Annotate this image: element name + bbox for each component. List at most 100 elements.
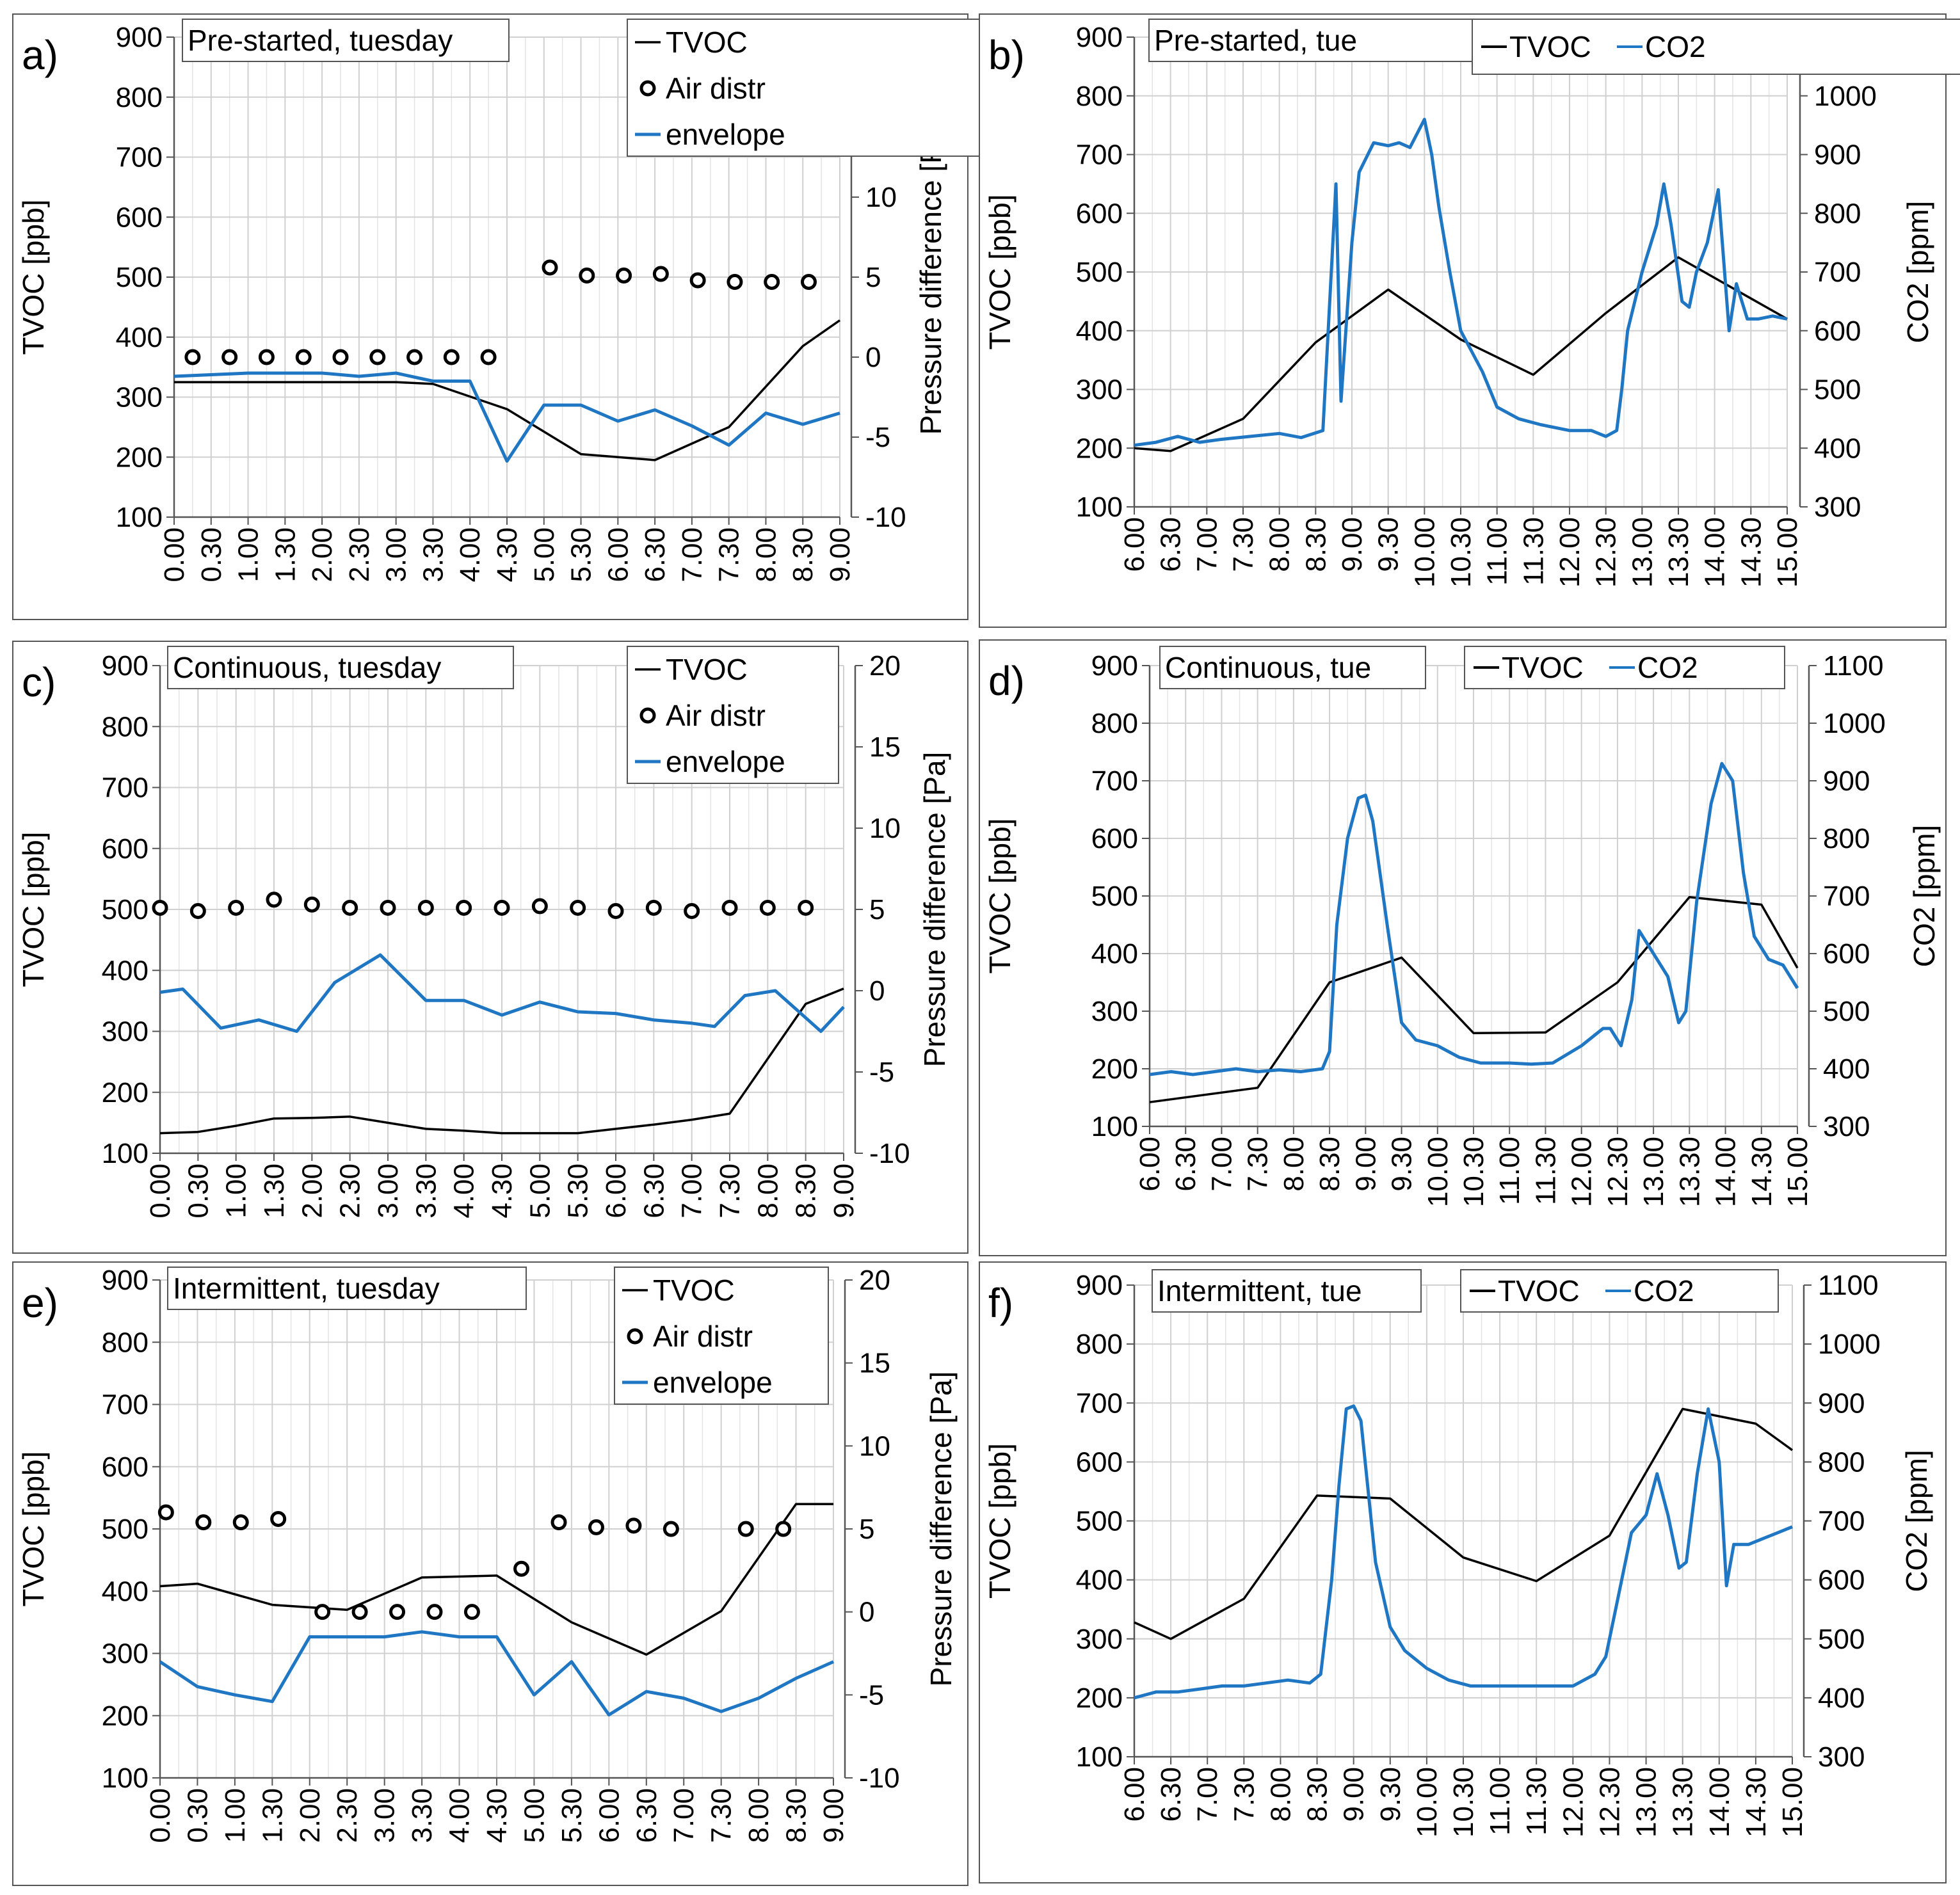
right-tick-label: 900: [1818, 1387, 1865, 1419]
y-axis-title: TVOC [ppb]: [983, 195, 1016, 350]
right-tick-label: 1100: [1818, 1270, 1879, 1301]
left-tick-label: 400: [1076, 1565, 1123, 1596]
marker-point: [351, 1604, 368, 1620]
marker-point: [689, 272, 706, 289]
x-tick-label: 3.30: [406, 1788, 438, 1843]
left-tick-label: 600: [102, 1451, 149, 1483]
x-tick-label: 2.30: [332, 1788, 363, 1843]
panel-e: 100 200 300 400 500 600 700 800 900 -10 -5 0 5 10 15 20…: [12, 1261, 968, 1886]
marker-point: [184, 349, 201, 365]
marker-point: [406, 349, 423, 365]
x-tick-label: 6.00: [1119, 517, 1150, 572]
series-air-distr: [157, 1504, 792, 1620]
x-tick-label: 1.30: [259, 1163, 290, 1219]
marker-point: [625, 1517, 642, 1534]
title-box: [167, 646, 514, 689]
series-envelope: [159, 953, 845, 1033]
marker-point: [189, 903, 206, 920]
x-tick-label: 14.00: [1704, 1767, 1735, 1837]
marker-point: [737, 1521, 754, 1537]
x-tick-label: 6.30: [1170, 1137, 1201, 1192]
left-tick-label: 300: [1091, 996, 1138, 1027]
right-tick-label: -5: [859, 1679, 884, 1711]
left-tick-label: 100: [1091, 1111, 1138, 1142]
left-tick-label: 200: [102, 1077, 149, 1108]
left-tick-label: 600: [116, 202, 163, 233]
series-line: [1149, 762, 1799, 1076]
x-tick-label: 6.30: [1155, 517, 1187, 572]
x-tick-label: 9.30: [1386, 1137, 1418, 1192]
left-tick-label: 400: [102, 955, 149, 986]
x-tick-label: 12.30: [1594, 1767, 1625, 1837]
right-tick-label: 400: [1823, 1053, 1870, 1085]
marker-point: [295, 349, 312, 365]
left-tick-label: 300: [1076, 1624, 1123, 1655]
legend-label: TVOC: [653, 1274, 735, 1307]
x-tick-label: 11.00: [1482, 517, 1513, 586]
panel-frame: [979, 13, 1947, 628]
right-tick-label: 400: [1818, 1683, 1865, 1714]
left-tick-label: 400: [116, 322, 163, 353]
x-tick-label: 4.30: [486, 1163, 518, 1219]
chart-title: Intermittent, tuesday: [173, 1272, 440, 1305]
left-tick-label: 100: [1076, 492, 1123, 523]
x-tick-label: 6.30: [631, 1788, 663, 1843]
x-tick-label: 12.30: [1591, 517, 1622, 588]
marker-point: [727, 274, 743, 290]
y2-axis-title: CO2 [ppm]: [1908, 825, 1941, 967]
left-tick-label: 300: [102, 1016, 149, 1048]
marker-point: [800, 274, 817, 290]
x-tick-label: 7.00: [668, 1788, 700, 1843]
chart-title: Pre-started, tuesday: [188, 24, 453, 57]
x-tick-label: 5.00: [518, 1788, 550, 1843]
x-tick-label: 6.30: [638, 1163, 670, 1219]
legend-label: envelope: [666, 745, 785, 778]
left-tick-label: 400: [102, 1576, 149, 1607]
left-tick-label: 800: [1076, 81, 1123, 112]
left-tick-label: 900: [102, 650, 149, 682]
left-tick-label: 300: [1076, 374, 1123, 406]
left-tick-label: 600: [1076, 198, 1123, 229]
x-tick-label: 8.00: [1264, 517, 1296, 572]
left-tick-label: 100: [102, 1763, 149, 1794]
right-tick-label: -10: [865, 502, 906, 533]
x-tick-label: 2.30: [335, 1163, 366, 1219]
left-tick-label: 500: [102, 894, 149, 925]
series-line: [159, 1630, 835, 1716]
series-line: [173, 371, 840, 463]
marker-point: [775, 1521, 792, 1537]
marker-point: [426, 1604, 443, 1620]
legend-label: TVOC: [1502, 651, 1584, 684]
series-line: [1134, 1404, 1793, 1700]
x-tick-label: 2.30: [344, 527, 375, 582]
x-tick-label: 8.00: [750, 527, 782, 582]
gridlines: [159, 665, 844, 1154]
left-tick-label: 700: [102, 772, 149, 804]
x-tick-label: 10.30: [1458, 1137, 1490, 1207]
right-tick-label: 500: [1814, 374, 1861, 406]
x-tick-label: 0.30: [196, 527, 227, 582]
x-tick-label: 8.00: [752, 1163, 783, 1219]
y2-axis-title: CO2 [ppm]: [1901, 201, 1934, 343]
x-tick-label: 4.00: [454, 527, 486, 582]
left-tick-label: 800: [1076, 1329, 1123, 1360]
x-tick-label: 7.30: [1228, 1767, 1260, 1822]
series-line: [159, 1503, 833, 1656]
panel-label: e): [22, 1280, 58, 1326]
y2-axis-title: CO2 [ppm]: [1900, 1450, 1933, 1592]
x-tick-label: 1.00: [233, 527, 264, 582]
legend-label: CO2: [1645, 30, 1706, 63]
panel-label: c): [22, 659, 56, 705]
panel-label: b): [988, 32, 1025, 78]
x-tick-label: 6.30: [1155, 1767, 1187, 1822]
left-tick-label: 700: [1091, 765, 1138, 797]
marker-point: [513, 1560, 530, 1577]
left-tick-label: 200: [1076, 433, 1123, 464]
x-tick-label: 15.00: [1772, 517, 1803, 588]
series-line: [1134, 118, 1788, 447]
right-tick-label: 1000: [1818, 1329, 1881, 1360]
series-line: [174, 319, 841, 461]
marker-point: [389, 1604, 406, 1620]
right-tick-label: 15: [859, 1348, 890, 1379]
right-tick-label: 10: [869, 813, 901, 844]
